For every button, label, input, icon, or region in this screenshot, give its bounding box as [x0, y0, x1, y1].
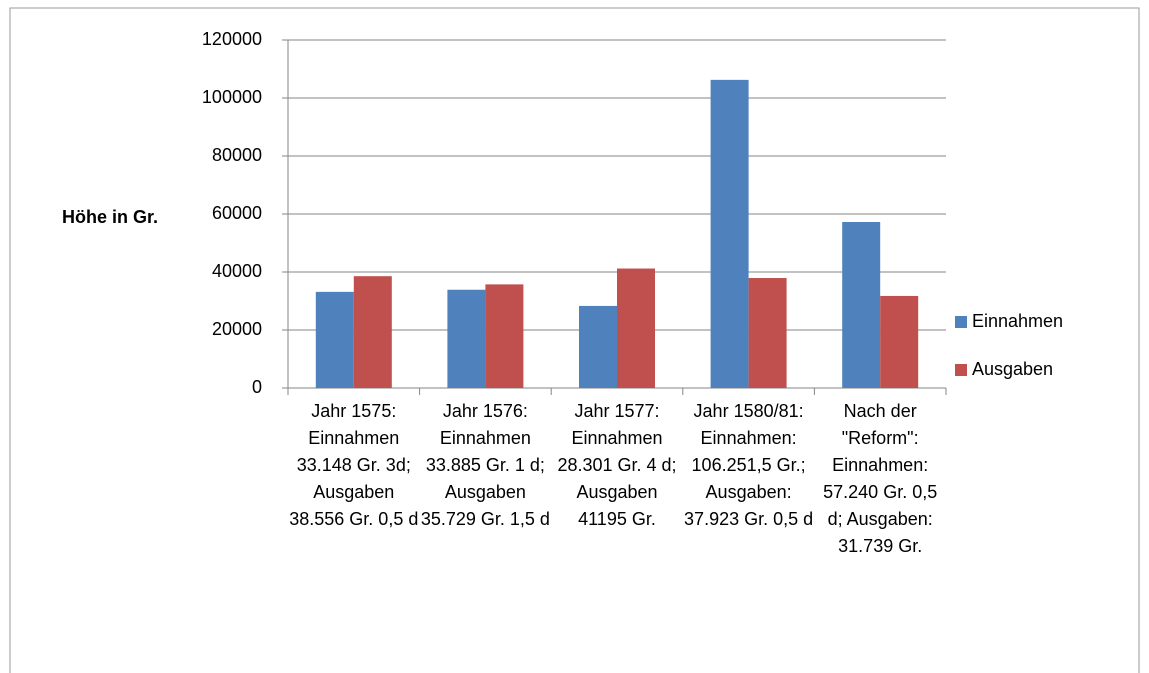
bar	[617, 268, 655, 388]
y-tick-label: 100000	[202, 87, 262, 107]
x-tick-label: Nach der "Reform": Einnahmen: 57.240 Gr.…	[823, 401, 938, 556]
x-tick-label: Jahr 1577: Einnahmen 28.301 Gr. 4 d; Aus…	[557, 401, 677, 529]
y-tick-label: 120000	[202, 29, 262, 49]
x-tick-label: Jahr 1580/81: Einnahmen: 106.251,5 Gr.; …	[684, 401, 814, 529]
x-tick-label: Jahr 1575: Einnahmen 33.148 Gr. 3d; Ausg…	[289, 401, 419, 529]
y-tick-label: 80000	[212, 145, 262, 165]
y-tick-label: 60000	[212, 203, 262, 223]
legend-label: Ausgaben	[972, 359, 1053, 379]
bar	[842, 222, 881, 388]
bar	[748, 278, 787, 388]
legend-swatch	[955, 316, 967, 328]
y-tick-label: 0	[252, 377, 262, 397]
bar	[710, 79, 749, 388]
legend-label: Einnahmen	[972, 311, 1063, 331]
legend-swatch	[955, 364, 967, 376]
bar	[579, 305, 617, 388]
bar	[353, 276, 392, 388]
bar	[880, 295, 919, 388]
bar	[315, 291, 354, 388]
x-tick-label: Jahr 1576: Einnahmen 33.885 Gr. 1 d; Aus…	[420, 401, 550, 529]
bar	[485, 284, 524, 388]
y-tick-label: 40000	[212, 261, 262, 281]
y-axis-label: Höhe in Gr.	[62, 207, 158, 227]
y-tick-label: 20000	[212, 319, 262, 339]
bar	[447, 289, 486, 388]
chart-frame	[9, 7, 1140, 673]
